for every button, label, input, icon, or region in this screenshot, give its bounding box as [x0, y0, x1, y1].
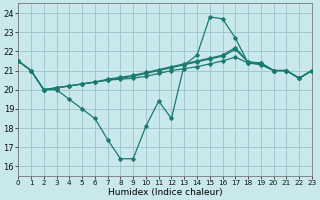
X-axis label: Humidex (Indice chaleur): Humidex (Indice chaleur): [108, 188, 222, 197]
